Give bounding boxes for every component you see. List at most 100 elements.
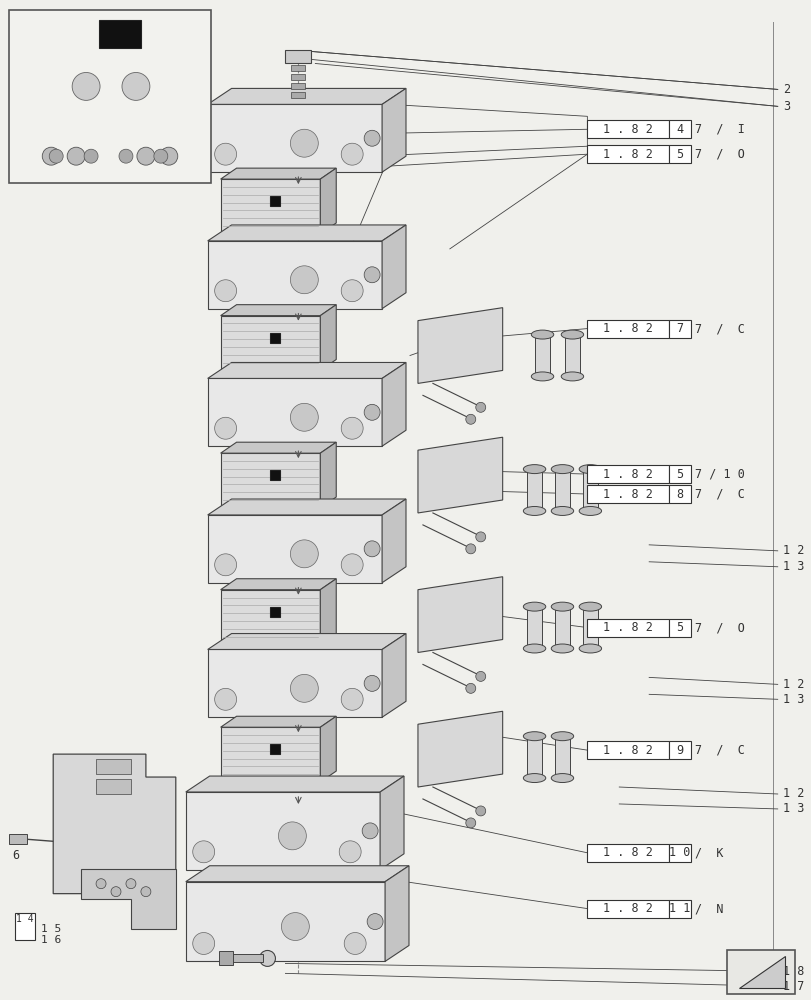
Ellipse shape: [578, 506, 601, 515]
Circle shape: [214, 143, 236, 165]
Polygon shape: [320, 442, 336, 508]
Text: 7  /  I: 7 / I: [694, 123, 744, 136]
Bar: [15, 913, 35, 940]
Circle shape: [475, 402, 485, 412]
Text: 1 . 8 2: 1 . 8 2: [603, 322, 652, 335]
Polygon shape: [186, 866, 409, 882]
Polygon shape: [208, 225, 406, 241]
Text: 1 6: 1 6: [41, 935, 62, 945]
Text: 1 . 8 2: 1 . 8 2: [603, 744, 652, 757]
Ellipse shape: [523, 732, 545, 741]
Bar: [582, 607, 597, 648]
Text: 1 2: 1 2: [782, 787, 803, 800]
Circle shape: [341, 554, 363, 576]
Circle shape: [126, 879, 135, 889]
Circle shape: [290, 540, 318, 568]
Bar: [554, 607, 569, 648]
Bar: [270, 196, 280, 206]
Circle shape: [153, 149, 168, 163]
Bar: [668, 844, 690, 862]
Bar: [586, 485, 668, 503]
Ellipse shape: [551, 465, 573, 474]
Polygon shape: [208, 88, 406, 104]
Circle shape: [67, 147, 85, 165]
Text: 7  /  O: 7 / O: [694, 148, 744, 161]
Polygon shape: [320, 168, 336, 234]
Bar: [668, 465, 690, 483]
Text: 7  /  C: 7 / C: [694, 744, 744, 757]
Polygon shape: [54, 754, 175, 894]
Circle shape: [192, 841, 214, 863]
Text: 1 . 8 2: 1 . 8 2: [603, 621, 652, 634]
Text: 1 3: 1 3: [782, 560, 803, 573]
Text: 1 3: 1 3: [782, 693, 803, 706]
Bar: [586, 741, 668, 759]
Ellipse shape: [530, 372, 553, 381]
Circle shape: [122, 72, 150, 100]
Circle shape: [42, 147, 60, 165]
Polygon shape: [320, 579, 336, 645]
Circle shape: [119, 149, 133, 163]
Circle shape: [475, 671, 485, 681]
Bar: [221, 727, 320, 782]
Bar: [582, 469, 597, 511]
Bar: [668, 320, 690, 338]
Circle shape: [111, 887, 121, 897]
Text: 2: 2: [782, 83, 789, 96]
Polygon shape: [382, 88, 406, 172]
Bar: [221, 590, 320, 645]
Polygon shape: [382, 225, 406, 309]
Bar: [96, 779, 131, 794]
Text: /  N: / N: [694, 902, 723, 915]
Polygon shape: [221, 305, 336, 316]
Polygon shape: [32, 12, 199, 32]
Bar: [668, 485, 690, 503]
Ellipse shape: [523, 506, 545, 515]
Circle shape: [363, 404, 380, 420]
Circle shape: [466, 818, 475, 828]
Text: 1 8: 1 8: [782, 965, 803, 978]
Bar: [221, 179, 320, 234]
Circle shape: [214, 417, 236, 439]
Ellipse shape: [523, 774, 545, 783]
Bar: [526, 469, 542, 511]
Circle shape: [344, 933, 366, 954]
Polygon shape: [208, 634, 406, 649]
Circle shape: [466, 544, 475, 554]
Circle shape: [49, 149, 63, 163]
Polygon shape: [221, 716, 336, 727]
Circle shape: [341, 417, 363, 439]
Bar: [564, 335, 579, 376]
Text: 1 . 8 2: 1 . 8 2: [603, 468, 652, 481]
Bar: [208, 378, 382, 446]
Bar: [186, 882, 384, 961]
Polygon shape: [384, 866, 409, 961]
Text: 1 5: 1 5: [41, 924, 62, 934]
Bar: [291, 83, 305, 89]
Polygon shape: [418, 437, 502, 513]
Circle shape: [278, 822, 306, 850]
Ellipse shape: [578, 602, 601, 611]
Text: 1 2: 1 2: [782, 544, 803, 557]
Ellipse shape: [551, 602, 573, 611]
Circle shape: [214, 554, 236, 576]
Bar: [221, 316, 320, 370]
Bar: [99, 20, 141, 48]
Circle shape: [290, 129, 318, 157]
Bar: [270, 607, 280, 617]
Ellipse shape: [551, 732, 573, 741]
Text: 7  /  O: 7 / O: [694, 621, 744, 634]
Circle shape: [214, 280, 236, 302]
Bar: [208, 241, 382, 309]
Bar: [586, 320, 668, 338]
Circle shape: [281, 913, 309, 940]
Text: 1 0: 1 0: [668, 846, 690, 859]
Ellipse shape: [560, 330, 583, 339]
Text: 1 3: 1 3: [782, 802, 803, 815]
Bar: [668, 900, 690, 918]
Bar: [668, 120, 690, 138]
Bar: [10, 10, 210, 183]
Bar: [668, 619, 690, 637]
Bar: [668, 145, 690, 163]
Bar: [32, 32, 170, 121]
